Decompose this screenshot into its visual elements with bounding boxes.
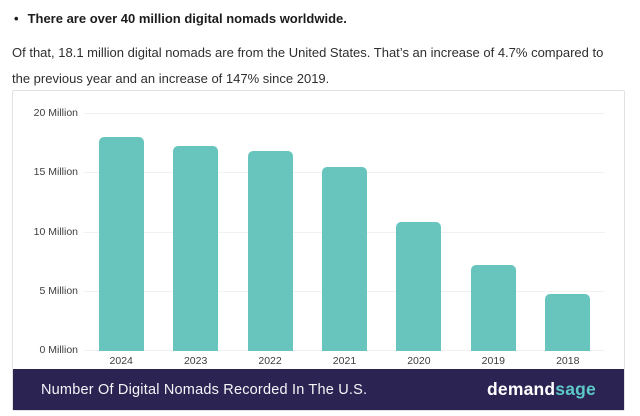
bar-2023 bbox=[173, 146, 219, 351]
chart-caption: Number Of Digital Nomads Recorded In The… bbox=[41, 381, 368, 398]
brand-demand: demand bbox=[487, 379, 556, 399]
x-axis-tick-label: 2019 bbox=[481, 355, 505, 367]
brand-sage: sage bbox=[555, 379, 596, 399]
bar-group-2024: 2024 bbox=[84, 114, 158, 367]
x-axis-tick-label: 2020 bbox=[407, 355, 431, 367]
bullet-icon: • bbox=[14, 11, 19, 26]
demandsage-logo: demandsage bbox=[487, 379, 596, 400]
y-axis-tick-label: 0 Million bbox=[39, 344, 78, 356]
chart-card: 0 Million 5 Million 10 Million 15 Million 20… bbox=[12, 90, 625, 411]
bar-2021 bbox=[321, 167, 367, 351]
bullet-text: There are over 40 million digital nomads… bbox=[27, 11, 347, 26]
x-axis-tick-label: 2018 bbox=[556, 355, 580, 367]
bar-2018 bbox=[545, 294, 591, 351]
chart-area: 0 Million 5 Million 10 Million 15 Million 20… bbox=[13, 91, 624, 369]
bar-group-2022: 2022 bbox=[233, 114, 307, 367]
plot-area: 0 Million 5 Million 10 Million 15 Million 20… bbox=[34, 107, 605, 367]
y-axis-tick-label: 20 Million bbox=[33, 107, 78, 119]
y-axis-tick-label: 15 Million bbox=[33, 166, 78, 179]
y-axis-tick-label: 5 Million bbox=[39, 284, 78, 297]
bar-group-2018: 2018 bbox=[531, 114, 605, 367]
x-axis-tick-label: 2023 bbox=[183, 355, 208, 367]
bar-series: 2024 2023 2022 2021 2020 2019 2018 bbox=[84, 114, 605, 367]
intro-paragraph: Of that, 18.1 million digital nomads are… bbox=[12, 45, 604, 86]
x-axis-tick-label: 2024 bbox=[109, 355, 133, 367]
x-axis-tick-label: 2022 bbox=[258, 355, 282, 367]
bar-group-2023: 2023 bbox=[158, 114, 232, 367]
y-axis-tick-label: 10 Million bbox=[33, 225, 78, 238]
gridline: 20 Million bbox=[34, 107, 605, 119]
chart-footer: Number Of Digital Nomads Recorded In The… bbox=[13, 369, 624, 410]
bar-group-2019: 2019 bbox=[456, 114, 530, 367]
bar-2020 bbox=[396, 221, 442, 351]
bar-2019 bbox=[470, 264, 516, 351]
bar-2024 bbox=[98, 136, 144, 351]
bar-group-2020: 2020 bbox=[382, 114, 456, 367]
article-section: • There are over 40 million digital noma… bbox=[0, 0, 640, 92]
bar-group-2021: 2021 bbox=[307, 114, 381, 367]
bar-2022 bbox=[247, 150, 293, 351]
bullet-list-item: • There are over 40 million digital noma… bbox=[14, 11, 630, 27]
x-axis-tick-label: 2021 bbox=[332, 355, 357, 367]
